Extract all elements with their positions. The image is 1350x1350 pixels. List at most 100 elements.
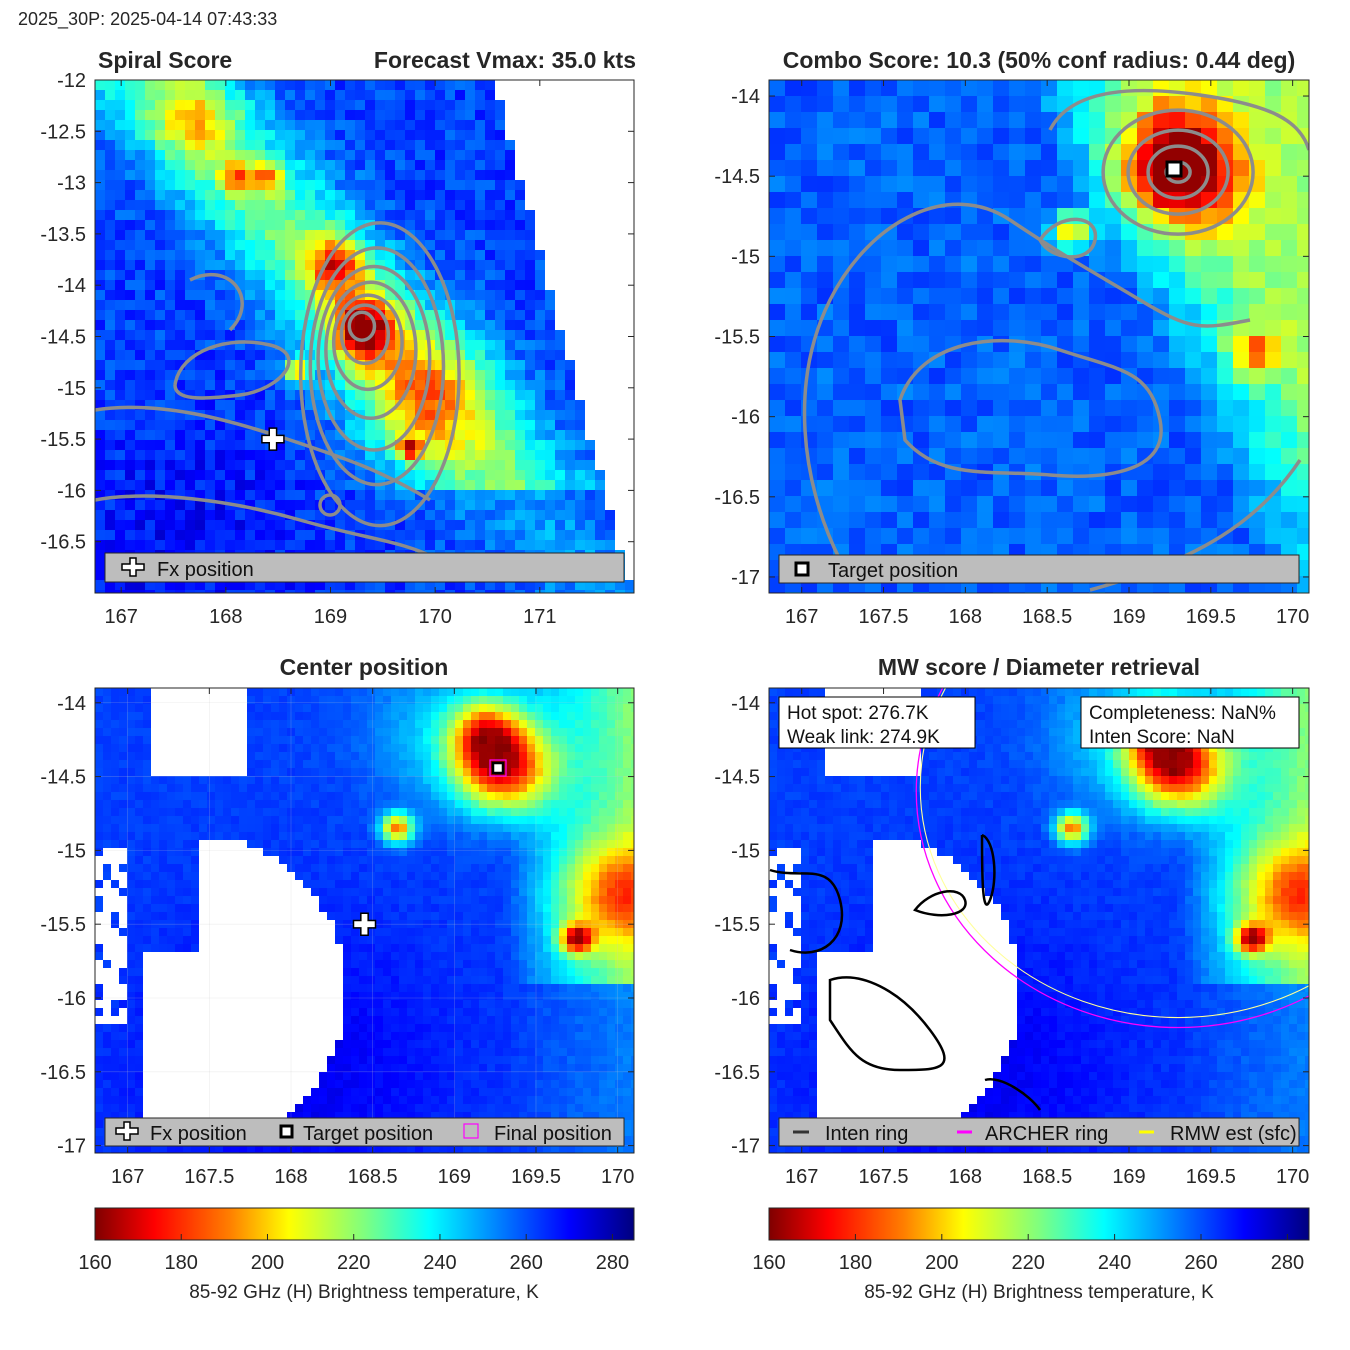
heat-cell — [165, 380, 176, 391]
heat-cell — [375, 776, 384, 785]
heat-cell — [535, 704, 544, 713]
heat-cell — [1281, 208, 1298, 225]
heat-cell — [605, 310, 616, 321]
heat-cell — [801, 304, 818, 321]
heat-cell — [287, 696, 296, 705]
heat-cell — [305, 410, 316, 421]
heat-cell — [881, 208, 898, 225]
heat-cell — [343, 784, 352, 793]
heat-cell — [559, 688, 568, 697]
heat-cell — [385, 490, 396, 501]
heat-cell — [235, 120, 246, 131]
heat-cell — [325, 460, 336, 471]
heat-cell — [405, 280, 416, 291]
heat-cell — [897, 80, 914, 97]
heat-cell — [575, 784, 584, 793]
heat-cell — [849, 528, 866, 545]
heat-cell — [215, 768, 224, 777]
heat-cell — [305, 210, 316, 221]
heat-cell — [105, 190, 116, 201]
heat-cell — [195, 500, 206, 511]
target-position-icon — [794, 561, 810, 577]
heat-cell — [1185, 240, 1202, 257]
heat-cell — [155, 270, 166, 281]
heat-cell — [945, 96, 962, 113]
heat-cell — [95, 330, 106, 341]
heat-cell — [405, 270, 416, 281]
heat-cell — [255, 100, 266, 111]
heat-cell — [225, 310, 236, 321]
heat-cell — [271, 688, 280, 697]
heat-cell — [1073, 160, 1090, 177]
heat-cell — [623, 704, 632, 713]
heat-cell — [503, 768, 512, 777]
heat-cell — [143, 704, 152, 713]
heat-cell — [247, 752, 256, 761]
heat-cell — [415, 130, 426, 141]
heat-cell — [585, 90, 596, 101]
heat-cell — [175, 580, 186, 591]
heat-cell — [801, 224, 818, 241]
heat-cell — [315, 430, 326, 441]
heat-cell — [105, 160, 116, 171]
heat-cell — [245, 440, 256, 451]
heat-cell — [555, 330, 566, 341]
heat-cell — [485, 380, 496, 391]
heat-cell — [595, 390, 606, 401]
heat-cell — [315, 350, 326, 361]
heat-cell — [295, 704, 304, 713]
x-tick-label: 167 — [785, 606, 818, 628]
heat-cell — [471, 720, 480, 729]
heat-cell — [325, 540, 336, 551]
spiral-heatmap — [95, 80, 634, 593]
heat-cell — [551, 712, 560, 721]
heat-cell — [605, 210, 616, 221]
heat-cell — [833, 368, 850, 385]
heat-cell — [599, 768, 608, 777]
heat-cell — [111, 752, 120, 761]
heat-cell — [495, 290, 506, 301]
heat-cell — [525, 110, 536, 121]
heat-cell — [1265, 288, 1282, 305]
heat-cell — [575, 450, 586, 461]
heat-cell — [897, 304, 914, 321]
heat-cell — [325, 160, 336, 171]
heat-cell — [595, 90, 606, 101]
heat-cell — [555, 540, 566, 551]
heat-cell — [155, 230, 166, 241]
heat-cell — [1169, 288, 1186, 305]
heat-cell — [285, 530, 296, 541]
heat-cell — [335, 210, 346, 221]
heat-cell — [135, 280, 146, 291]
heat-cell — [325, 430, 336, 441]
heat-cell — [1265, 256, 1282, 273]
heat-cell — [545, 280, 556, 291]
heat-cell — [439, 760, 448, 769]
heat-cell — [315, 120, 326, 131]
heat-cell — [585, 350, 596, 361]
heat-cell — [865, 128, 882, 145]
heat-cell — [395, 130, 406, 141]
heat-cell — [445, 210, 456, 221]
heat-cell — [265, 530, 276, 541]
heat-cell — [231, 696, 240, 705]
heat-cell — [195, 470, 206, 481]
heat-cell — [315, 580, 326, 591]
heat-cell — [445, 480, 456, 491]
heat-cell — [311, 712, 320, 721]
heat-cell — [465, 450, 476, 461]
heat-cell — [785, 432, 802, 449]
heat-cell — [555, 430, 566, 441]
heat-cell — [359, 688, 368, 697]
heat-cell — [607, 736, 616, 745]
heat-cell — [215, 510, 226, 521]
heat-cell — [455, 280, 466, 291]
heat-cell — [555, 280, 566, 291]
heat-cell — [495, 250, 506, 261]
heat-cell — [525, 590, 536, 593]
heat-cell — [225, 320, 236, 331]
x-tick-label: 168 — [209, 606, 242, 628]
heat-cell — [615, 784, 624, 793]
heat-cell — [225, 520, 236, 531]
heat-cell — [405, 540, 416, 551]
